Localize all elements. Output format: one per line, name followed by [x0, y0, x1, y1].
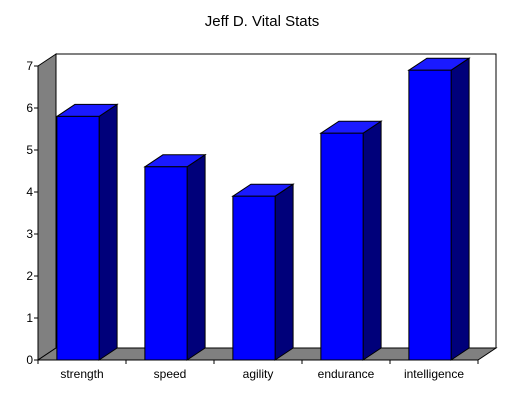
y-tick-label: 5: [26, 143, 33, 157]
y-tick-label: 2: [26, 269, 33, 283]
bar-front: [232, 195, 276, 361]
bar-side: [186, 153, 206, 361]
y-tick-label: 6: [26, 101, 33, 115]
bar-front: [408, 69, 452, 361]
x-tick-label: speed: [154, 367, 187, 381]
bar: [143, 153, 207, 361]
chart-left-wall: [37, 53, 57, 361]
x-axis: strength speed agility endurance intelligenc…: [37, 359, 479, 381]
bar-front: [320, 132, 364, 361]
bar: [55, 103, 119, 361]
y-tick-label: 3: [26, 227, 33, 241]
bar: [231, 183, 295, 361]
bar: [319, 120, 383, 361]
y-tick-label: 1: [26, 311, 33, 325]
y-tick-label: 4: [26, 185, 33, 199]
x-tick-label: intelligence: [404, 367, 464, 381]
bar-series: [55, 57, 471, 361]
bar-side: [450, 57, 470, 361]
chart-title: Jeff D. Vital Stats: [205, 13, 320, 30]
bar-front: [56, 115, 100, 361]
x-tick-label: agility: [243, 367, 274, 381]
bar: [407, 57, 471, 361]
y-tick-label: 0: [26, 353, 33, 367]
y-tick-label: 7: [26, 59, 33, 73]
bar-front: [144, 166, 188, 361]
x-tick-label: endurance: [318, 367, 375, 381]
x-tick-label: strength: [60, 367, 103, 381]
bar-side: [362, 120, 382, 361]
y-axis: 0 1 2 3 4 5 6 7: [26, 59, 39, 367]
bar-side: [274, 183, 294, 361]
bar-side: [98, 103, 118, 361]
